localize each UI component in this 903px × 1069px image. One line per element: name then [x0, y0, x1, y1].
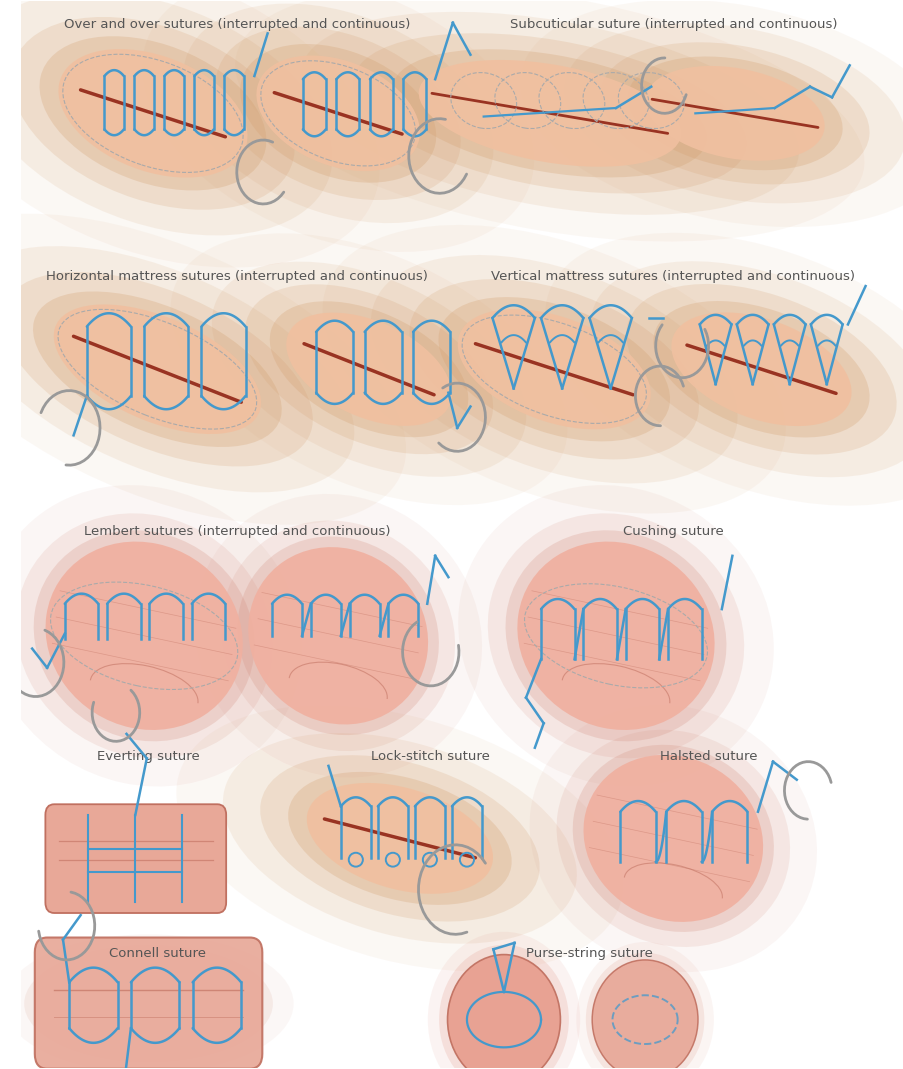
Ellipse shape	[322, 224, 785, 513]
Ellipse shape	[223, 733, 576, 944]
Ellipse shape	[427, 932, 580, 1069]
Text: Subcuticular suture (interrupted and continuous): Subcuticular suture (interrupted and con…	[509, 18, 836, 31]
Ellipse shape	[418, 60, 680, 167]
Text: Connell suture: Connell suture	[108, 947, 206, 960]
Text: Vertical mattress sutures (interrupted and continuous): Vertical mattress sutures (interrupted a…	[490, 270, 854, 283]
Ellipse shape	[182, 3, 493, 223]
Ellipse shape	[0, 0, 332, 235]
Ellipse shape	[671, 312, 851, 427]
Ellipse shape	[529, 704, 816, 972]
Ellipse shape	[653, 301, 869, 437]
Ellipse shape	[288, 772, 511, 904]
Ellipse shape	[11, 17, 294, 210]
Ellipse shape	[626, 284, 896, 454]
Ellipse shape	[53, 305, 261, 434]
Text: Over and over sutures (interrupted and continuous): Over and over sutures (interrupted and c…	[63, 18, 409, 31]
Ellipse shape	[215, 27, 461, 200]
Ellipse shape	[245, 284, 493, 454]
Ellipse shape	[0, 0, 379, 267]
Ellipse shape	[545, 233, 903, 506]
FancyBboxPatch shape	[34, 938, 262, 1069]
Ellipse shape	[235, 0, 863, 242]
Text: Lock-stitch suture: Lock-stitch suture	[371, 749, 489, 763]
Ellipse shape	[458, 485, 773, 787]
Ellipse shape	[517, 542, 713, 730]
Ellipse shape	[33, 292, 282, 447]
Ellipse shape	[575, 942, 713, 1069]
Ellipse shape	[505, 530, 726, 741]
Ellipse shape	[370, 255, 737, 483]
Ellipse shape	[591, 960, 697, 1069]
Ellipse shape	[194, 494, 481, 777]
Ellipse shape	[2, 272, 312, 466]
Ellipse shape	[600, 43, 869, 185]
Ellipse shape	[211, 262, 526, 477]
Ellipse shape	[4, 934, 293, 1069]
Ellipse shape	[519, 0, 903, 227]
Text: Purse-string suture: Purse-string suture	[526, 947, 652, 960]
Ellipse shape	[0, 485, 302, 787]
Ellipse shape	[306, 783, 492, 894]
Text: Cushing suture: Cushing suture	[622, 525, 723, 538]
Ellipse shape	[409, 279, 698, 460]
Ellipse shape	[221, 521, 454, 752]
Ellipse shape	[286, 312, 452, 425]
Ellipse shape	[16, 513, 272, 758]
Ellipse shape	[269, 301, 468, 437]
Ellipse shape	[590, 261, 903, 477]
Ellipse shape	[627, 57, 842, 170]
Text: Lembert sutures (interrupted and continuous): Lembert sutures (interrupted and continu…	[83, 525, 389, 538]
Ellipse shape	[0, 246, 354, 493]
Ellipse shape	[488, 513, 743, 758]
Ellipse shape	[40, 36, 266, 190]
Ellipse shape	[0, 214, 405, 525]
Text: Horizontal mattress sutures (interrupted and continuous): Horizontal mattress sutures (interrupted…	[46, 270, 427, 283]
Ellipse shape	[438, 297, 669, 441]
Ellipse shape	[256, 56, 419, 171]
Ellipse shape	[176, 706, 623, 972]
Ellipse shape	[447, 955, 560, 1069]
Text: Everting suture: Everting suture	[98, 749, 200, 763]
Ellipse shape	[240, 44, 436, 183]
Ellipse shape	[45, 542, 243, 730]
Ellipse shape	[447, 955, 560, 1069]
Ellipse shape	[301, 12, 798, 215]
Ellipse shape	[237, 537, 438, 735]
Ellipse shape	[171, 233, 567, 506]
Ellipse shape	[564, 24, 903, 203]
Ellipse shape	[585, 952, 703, 1069]
Ellipse shape	[439, 945, 568, 1069]
Ellipse shape	[591, 960, 697, 1069]
Ellipse shape	[556, 730, 789, 947]
Ellipse shape	[582, 755, 762, 921]
Ellipse shape	[24, 945, 273, 1063]
Ellipse shape	[59, 49, 247, 177]
Ellipse shape	[142, 0, 534, 252]
Text: Halsted suture: Halsted suture	[659, 749, 757, 763]
FancyBboxPatch shape	[45, 804, 226, 913]
Ellipse shape	[645, 66, 824, 160]
Ellipse shape	[573, 745, 773, 932]
Ellipse shape	[248, 547, 428, 725]
Ellipse shape	[392, 49, 706, 177]
Ellipse shape	[353, 33, 746, 193]
Ellipse shape	[457, 309, 650, 430]
Ellipse shape	[33, 530, 255, 741]
Ellipse shape	[260, 755, 539, 921]
